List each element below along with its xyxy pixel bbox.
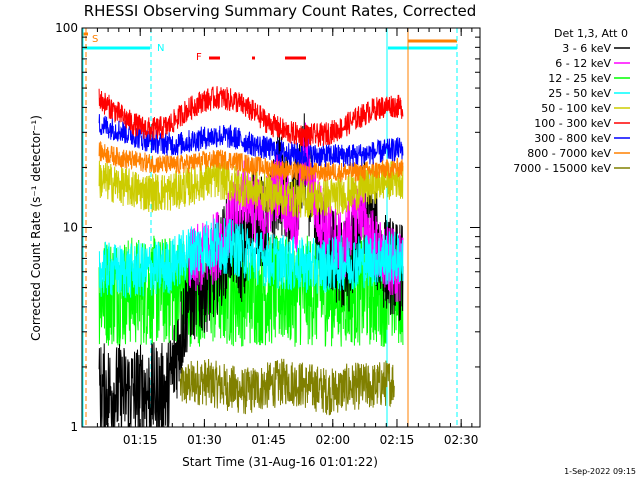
legend-header: Det 1,3, Att 0	[554, 27, 628, 40]
x-tick-label: 02:00	[315, 433, 350, 447]
series-7000-15000-keV-line	[179, 358, 395, 416]
x-tick-label: 02:30	[444, 433, 479, 447]
series-100-300-keV-line	[98, 86, 404, 148]
night-flag-label: N	[157, 43, 164, 54]
legend-label: 12 - 25 keV	[548, 72, 611, 85]
y-tick-label: 1	[70, 420, 78, 434]
x-tick-label: 01:15	[123, 433, 158, 447]
chart-title: RHESSI Observing Summary Count Rates, Co…	[84, 2, 477, 20]
plot-area: 1 10 100 01:15 01:30 01:45 02:00 02:15 02:30	[55, 21, 481, 447]
legend-label: 800 - 7000 keV	[527, 147, 611, 160]
status-flags: S N F	[92, 34, 202, 63]
y-tick-label: 10	[63, 221, 78, 235]
generation-timestamp: 1-Sep-2022 09:15	[564, 467, 636, 476]
legend-label: 50 - 100 keV	[541, 102, 611, 115]
x-tick-label: 02:15	[380, 433, 415, 447]
series-800-7000-keV-line	[98, 140, 404, 183]
saa-flag-label: S	[92, 34, 98, 45]
x-axis-label: Start Time (31-Aug-16 01:01:22)	[182, 455, 378, 469]
legend-label: 7000 - 15000 keV	[513, 162, 611, 175]
x-tick-label: 01:30	[187, 433, 222, 447]
y-axis-label: Corrected Count Rate (s⁻¹ detector⁻¹)	[29, 115, 43, 341]
series-25-50-keV-line	[98, 218, 404, 299]
legend-label: 3 - 6 keV	[562, 42, 611, 55]
legend-label: 100 - 300 keV	[534, 117, 611, 130]
legend-label: 6 - 12 keV	[555, 57, 611, 70]
y-tick-label: 100	[55, 21, 78, 35]
flare-flag-label: F	[196, 52, 202, 63]
x-tick-label: 01:45	[251, 433, 286, 447]
legend-label: 300 - 800 keV	[534, 132, 611, 145]
legend-label: 25 - 50 keV	[548, 87, 611, 100]
legend: Det 1,3, Att 0 3 - 6 keV 6 - 12 keV 12 - 2…	[513, 27, 630, 175]
series-50-100-keV-line	[98, 160, 404, 219]
